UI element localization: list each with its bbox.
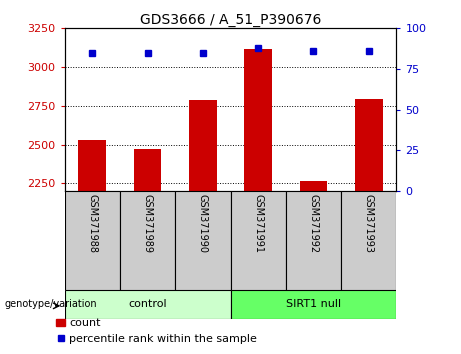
Bar (355, 99, 383, 191)
Text: GSM371990: GSM371990 (198, 194, 208, 253)
Text: GSM371992: GSM371992 (308, 194, 319, 253)
Text: GSM371991: GSM371991 (253, 194, 263, 253)
Text: control: control (128, 299, 167, 309)
Bar (65, 191, 120, 290)
Text: GSM371988: GSM371988 (87, 194, 97, 253)
Bar (175, 191, 230, 290)
Bar (286, 191, 341, 290)
Bar (189, 100, 217, 191)
Bar (230, 290, 396, 319)
Legend: count, percentile rank within the sample: count, percentile rank within the sample (52, 314, 262, 348)
Bar (65, 290, 230, 319)
Text: GSM371993: GSM371993 (364, 194, 374, 253)
Bar (230, 191, 286, 290)
Text: GSM371989: GSM371989 (142, 194, 153, 253)
Bar (78, 140, 106, 191)
Text: SIRT1 null: SIRT1 null (286, 299, 341, 309)
Bar (120, 191, 175, 290)
Bar (134, 149, 161, 191)
Bar (341, 191, 396, 290)
Bar (300, 181, 327, 191)
Bar (244, 49, 272, 191)
Title: GDS3666 / A_51_P390676: GDS3666 / A_51_P390676 (140, 13, 321, 27)
Text: genotype/variation: genotype/variation (5, 299, 97, 309)
